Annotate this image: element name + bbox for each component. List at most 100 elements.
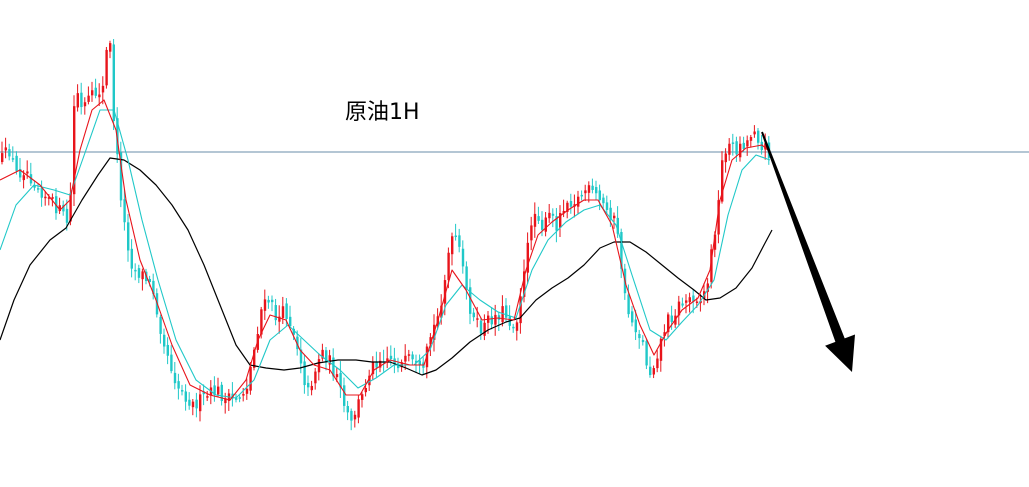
- candle-body: [519, 296, 522, 324]
- candle-body: [389, 355, 393, 360]
- candle-body: [472, 312, 475, 318]
- candle-body: [238, 397, 241, 399]
- candle-body: [595, 187, 598, 194]
- candle-body: [364, 387, 367, 393]
- candle-body: [541, 219, 544, 230]
- candle-body: [454, 235, 457, 238]
- candle-body: [343, 385, 346, 406]
- candle-body: [613, 215, 616, 219]
- candle-body: [217, 386, 220, 395]
- candle-body: [141, 271, 144, 280]
- candle-body: [483, 322, 486, 336]
- candle-body: [26, 171, 29, 174]
- candle-body: [148, 278, 151, 282]
- ma-fast-line: [0, 99, 771, 401]
- candle-body: [33, 185, 36, 188]
- candle-body: [91, 90, 94, 96]
- candle-body: [465, 266, 468, 289]
- candle-body: [40, 187, 43, 198]
- candle-body: [656, 358, 659, 369]
- candle-body: [577, 196, 580, 207]
- candle-body: [551, 213, 555, 216]
- candle-body: [584, 190, 587, 194]
- candle-body: [375, 362, 378, 368]
- candle-body: [757, 130, 760, 143]
- candle-body: [469, 287, 472, 314]
- candle-body: [303, 361, 306, 386]
- candle-body: [688, 297, 691, 303]
- candle-body: [526, 242, 529, 273]
- candle-body: [476, 318, 479, 320]
- candle-body: [65, 208, 69, 223]
- candle-body: [166, 344, 169, 356]
- candle-body: [191, 401, 195, 408]
- candle-body: [710, 249, 713, 282]
- candle-body: [15, 155, 18, 171]
- candle-body: [152, 280, 155, 295]
- candle-body: [281, 306, 285, 318]
- candle-body: [443, 280, 447, 304]
- ma-mid-line: [0, 109, 771, 399]
- candle-body: [202, 391, 205, 395]
- candle-body: [285, 303, 288, 320]
- candle-body: [523, 271, 526, 297]
- candle-body: [325, 350, 328, 363]
- candle-body: [479, 320, 483, 334]
- candle-body: [296, 336, 299, 350]
- candle-body: [199, 394, 202, 412]
- candle-body: [555, 216, 558, 231]
- candle-body: [206, 396, 209, 398]
- candle-body: [44, 196, 47, 199]
- candle-body: [307, 382, 310, 388]
- candle-body: [598, 190, 601, 201]
- candle-body: [760, 141, 763, 151]
- candle-body: [537, 216, 540, 221]
- candle-body: [562, 210, 565, 214]
- candle-body: [659, 338, 663, 361]
- candle-body: [379, 360, 382, 368]
- candle-body: [415, 360, 418, 363]
- candle-body: [274, 305, 277, 321]
- candle-body: [512, 326, 515, 329]
- candle-body: [271, 299, 274, 303]
- candle-body: [101, 85, 105, 93]
- candle-body: [742, 142, 745, 150]
- candle-body: [731, 142, 735, 144]
- candle-body: [706, 283, 709, 292]
- candle-body: [764, 143, 767, 150]
- candle-body: [339, 372, 342, 388]
- candle-body: [245, 388, 249, 394]
- candle-body: [310, 385, 313, 391]
- candle-body: [4, 147, 7, 151]
- candle-body: [119, 152, 123, 201]
- candle-body: [411, 354, 414, 360]
- candle-body: [249, 366, 252, 391]
- candle-body: [515, 322, 519, 331]
- candle-body: [580, 194, 583, 197]
- candle-body: [47, 197, 51, 199]
- candle-body: [105, 49, 108, 86]
- candle-body: [605, 202, 609, 210]
- candle-body: [69, 193, 72, 222]
- candle-body: [278, 316, 281, 322]
- candle-body: [566, 202, 569, 212]
- candle-body: [213, 385, 216, 396]
- candle-body: [386, 358, 389, 363]
- candle-body: [123, 199, 126, 223]
- candle-body: [404, 355, 407, 362]
- candle-body: [530, 225, 533, 241]
- candle-body: [631, 311, 634, 323]
- candle-body: [51, 197, 54, 199]
- candle-body: [645, 341, 648, 366]
- candle-body: [620, 231, 623, 269]
- candle-body: [753, 131, 756, 135]
- candle-body: [80, 92, 83, 108]
- candle-body: [37, 188, 40, 190]
- candle-body: [721, 160, 724, 202]
- candle-body: [447, 252, 450, 280]
- candle-body: [749, 137, 753, 141]
- candle-body: [263, 299, 267, 311]
- candle-body: [159, 316, 162, 334]
- candle-body: [87, 95, 90, 102]
